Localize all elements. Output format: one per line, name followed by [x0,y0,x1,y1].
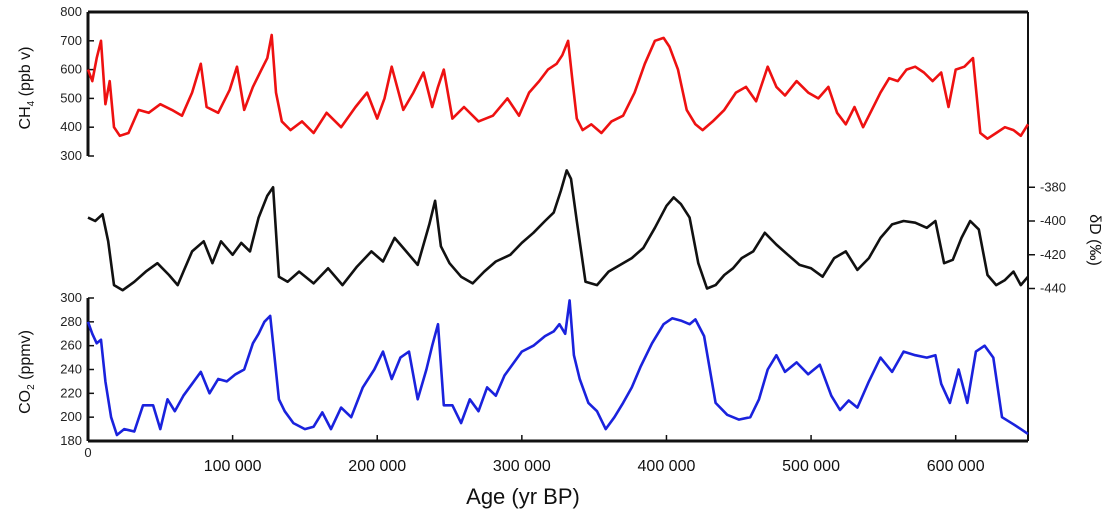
ch4-y-tick-label: 400 [60,119,82,134]
dd-y-tick-label: -440 [1040,281,1066,296]
co2-axis-label: CO2 (ppmv) [17,330,37,414]
co2-y-tick-label: 260 [60,338,82,353]
co2-y-tick-label: 240 [60,362,82,377]
ch4-y-tick-label: 300 [60,148,82,163]
x-tick-label: 400 000 [638,458,696,475]
x-axis-title: Age (yr BP) [466,484,580,509]
ch4-series-line [86,33,1030,140]
ch4-axis-label-rest: (ppb v) [17,47,34,101]
x-tick-label: 200 000 [348,458,406,475]
ch4-axis-label-main: CH [17,106,34,129]
x-tick-label: 300 000 [493,458,551,475]
co2-y-tick-label: 300 [60,290,82,305]
dd-y-tick-label: -420 [1040,247,1066,262]
co2-axis-label-main: CO [17,390,34,414]
co2-y-tick-label: 220 [60,385,82,400]
ch4-y-tick-label: 500 [60,90,82,105]
ch4-axis-label-sub: 4 [26,100,37,106]
co2-y-tick-label: 280 [60,314,82,329]
dd-y-tick-label: -380 [1040,179,1066,194]
co2-axis-label-rest: (ppmv) [17,330,34,384]
ch4-y-tick-label: 800 [60,4,82,19]
ch4-y-tick-label: 700 [60,33,82,48]
x-tick-label: 500 000 [782,458,840,475]
dd-y-tick-label: -400 [1040,213,1066,228]
co2-axis-label-sub: 2 [26,384,37,390]
dd-axis-label: δD (‰) [1086,214,1103,266]
ch4-y-tick-label: 600 [60,62,82,77]
co2-y-tick-label: 180 [60,433,82,448]
x-tick-label: 0 [84,445,91,460]
ch4-axis-label: CH4 (ppb v) [17,47,37,130]
x-tick-label: 100 000 [204,458,262,475]
co2-y-tick-label: 200 [60,409,82,424]
dd-series-line [87,169,1029,292]
x-tick-label: 600 000 [927,458,985,475]
co2-series-line [86,299,1029,437]
